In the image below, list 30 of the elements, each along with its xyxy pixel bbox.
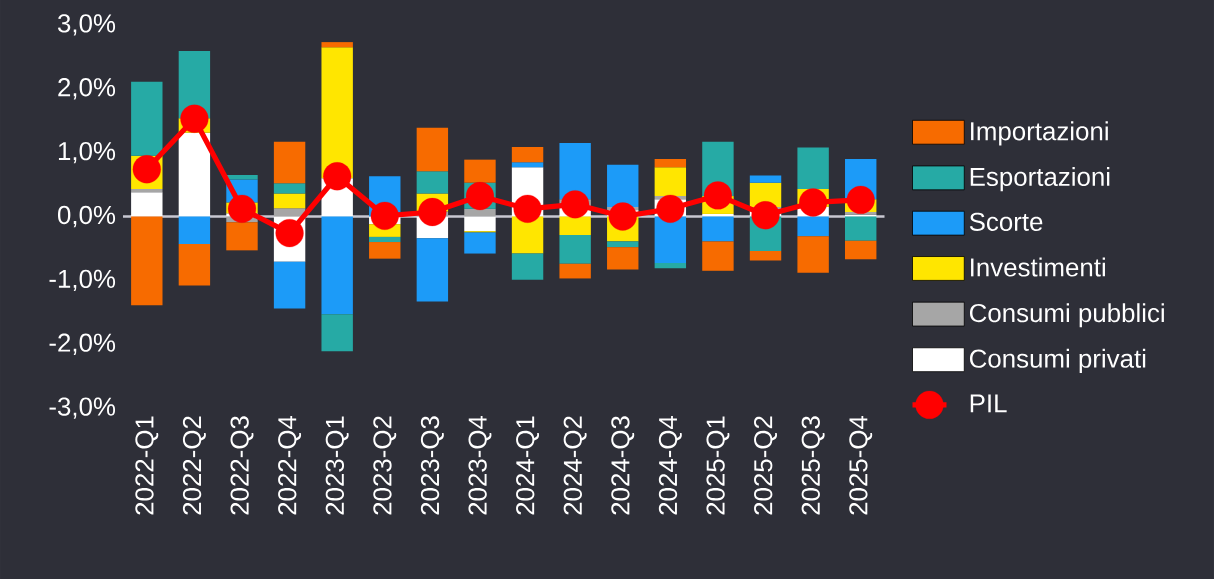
legend-label: Consumi pubblici	[969, 303, 1164, 328]
y-tick-label: 0,0%	[57, 205, 116, 228]
x-tick-label: 2025-Q4	[849, 415, 873, 515]
x-tick-label: 2024-Q1	[516, 416, 540, 515]
x-tick-label: 2025-Q3	[801, 416, 825, 515]
y-tick-label: -3,0%	[49, 397, 116, 419]
x-tick-label: 2025-Q1	[706, 416, 730, 515]
y-tick-label: 2,0%	[58, 77, 116, 100]
x-tick-label: 2023-Q3	[420, 416, 444, 515]
x-tick-label: 2025-Q2	[754, 416, 778, 515]
x-tick-label: 2024-Q3	[611, 416, 635, 515]
legend-label: Scorte	[969, 212, 1043, 231]
x-tick-label: 2023-Q1	[325, 416, 349, 515]
x-tick-label: 2023-Q4	[468, 415, 492, 515]
legend-label: Consumi privati	[969, 348, 1146, 373]
y-tick-label: -1,0%	[49, 269, 116, 291]
legend-label: PIL	[970, 394, 1007, 413]
legend-label: Investimenti	[971, 257, 1105, 277]
x-tick-label: 2022-Q4	[278, 415, 302, 515]
y-tick-label: -2,0%	[49, 333, 116, 355]
legend-label: Esportazioni	[970, 166, 1110, 191]
x-tick-label: 2024-Q4	[658, 415, 682, 515]
x-tick-label: 2023-Q2	[373, 416, 397, 515]
x-tick-label: 2024-Q2	[563, 416, 587, 515]
x-tick-label: 2022-Q1	[135, 416, 159, 515]
x-tick-label: 2022-Q2	[182, 416, 206, 515]
y-tick-label: 1,0%	[58, 141, 116, 164]
y-tick-label: 3,0%	[57, 14, 116, 36]
legend-label: Importazioni	[971, 121, 1108, 146]
x-tick-label: 2022-Q3	[230, 416, 254, 515]
